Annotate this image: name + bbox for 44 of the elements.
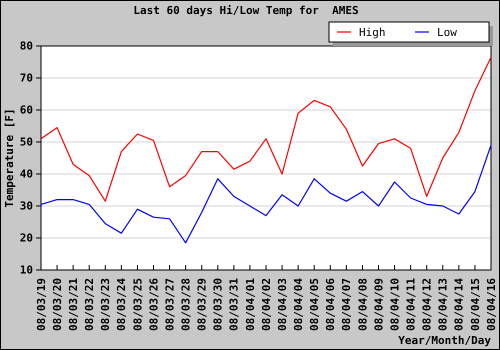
x-tick-label: 08/04/09 [372,278,386,331]
y-tick-label: 50 [20,136,33,149]
x-tick-label: 08/04/16 [484,278,498,331]
x-tick-label: 08/03/30 [212,278,225,331]
x-tick-label: 08/04/11 [404,278,418,331]
x-tick-label: 08/03/24 [115,278,128,331]
y-tick-label: 70 [20,72,33,85]
x-tick-label: 08/04/12 [420,278,434,331]
x-tick-label: 08/03/29 [196,278,209,331]
y-tick-label: 20 [20,232,33,245]
x-tick-label: 08/04/04 [292,278,305,331]
chart-title: Last 60 days Hi/Low Temp for AMES [133,4,359,17]
x-tick-label: 08/03/31 [228,278,241,331]
x-tick-label: 08/03/22 [83,278,96,331]
line-series [40,56,492,202]
y-tick-label: 60 [20,104,33,117]
x-tick-label: 08/03/27 [163,278,176,331]
x-tick-label: 08/03/25 [131,278,144,331]
x-tick-label: 08/04/03 [276,278,289,331]
x-tick-label: 08/04/05 [308,278,322,331]
x-tick-label: 08/03/19 [34,278,48,331]
x-tick-label: 08/04/07 [340,278,354,331]
x-tick-label: 08/03/26 [147,278,160,331]
x-tick-label: 08/04/14 [452,278,466,331]
x-tick-label: 08/04/02 [260,278,273,331]
x-tick-label: 08/04/13 [436,278,450,331]
y-tick-label: 30 [20,200,33,213]
x-tick-label: 08/04/15 [468,278,482,331]
x-tick-label: 08/03/20 [50,278,64,331]
x-tick-label: 08/03/28 [179,278,192,331]
x-tick-label: 08/04/10 [388,278,402,331]
x-tick-label: 08/04/01 [244,278,257,331]
y-axis-title: Temperature [F] [3,108,16,208]
y-tick-label: 40 [20,168,33,181]
line-series [40,144,492,244]
y-tick-label: 10 [20,264,33,277]
legend-label: High [359,26,386,39]
y-tick-label: 80 [20,40,33,53]
x-tick-label: 08/04/08 [356,278,370,331]
x-tick-label: 08/04/06 [324,278,338,331]
x-tick-label: 08/03/21 [66,278,80,331]
legend-label: Low [437,26,458,39]
x-tick-label: 08/03/23 [99,278,112,331]
x-axis-title: Year/Month/Day [398,334,492,347]
